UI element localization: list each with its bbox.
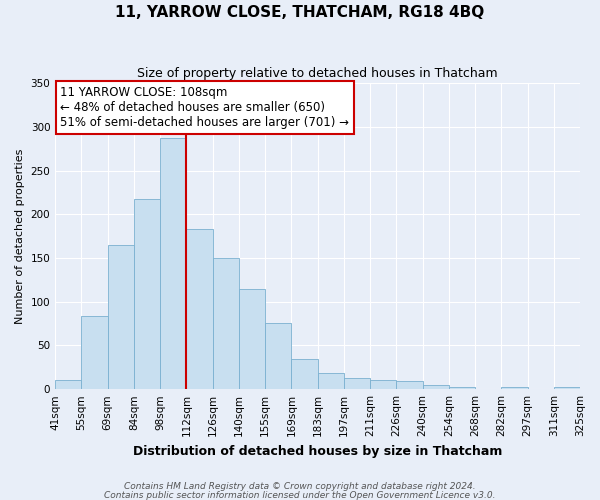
- Bar: [554, 386, 580, 389]
- Bar: [82, 316, 107, 389]
- Bar: [317, 374, 344, 389]
- Text: Contains public sector information licensed under the Open Government Licence v3: Contains public sector information licen…: [104, 490, 496, 500]
- Text: 11, YARROW CLOSE, THATCHAM, RG18 4BQ: 11, YARROW CLOSE, THATCHAM, RG18 4BQ: [115, 5, 485, 20]
- Bar: [160, 138, 187, 389]
- Bar: [501, 388, 527, 389]
- X-axis label: Distribution of detached houses by size in Thatcham: Distribution of detached houses by size …: [133, 444, 502, 458]
- Bar: [370, 380, 397, 389]
- Bar: [397, 382, 422, 389]
- Text: Contains HM Land Registry data © Crown copyright and database right 2024.: Contains HM Land Registry data © Crown c…: [124, 482, 476, 491]
- Bar: [422, 385, 449, 389]
- Bar: [239, 288, 265, 389]
- Text: 11 YARROW CLOSE: 108sqm
← 48% of detached houses are smaller (650)
51% of semi-d: 11 YARROW CLOSE: 108sqm ← 48% of detache…: [61, 86, 349, 129]
- Title: Size of property relative to detached houses in Thatcham: Size of property relative to detached ho…: [137, 68, 498, 80]
- Y-axis label: Number of detached properties: Number of detached properties: [15, 148, 25, 324]
- Bar: [212, 258, 239, 389]
- Bar: [265, 322, 292, 389]
- Bar: [449, 388, 475, 389]
- Bar: [134, 200, 160, 389]
- Bar: [187, 229, 212, 389]
- Bar: [292, 360, 317, 389]
- Bar: [107, 245, 134, 389]
- Bar: [344, 378, 370, 389]
- Bar: [55, 380, 82, 389]
